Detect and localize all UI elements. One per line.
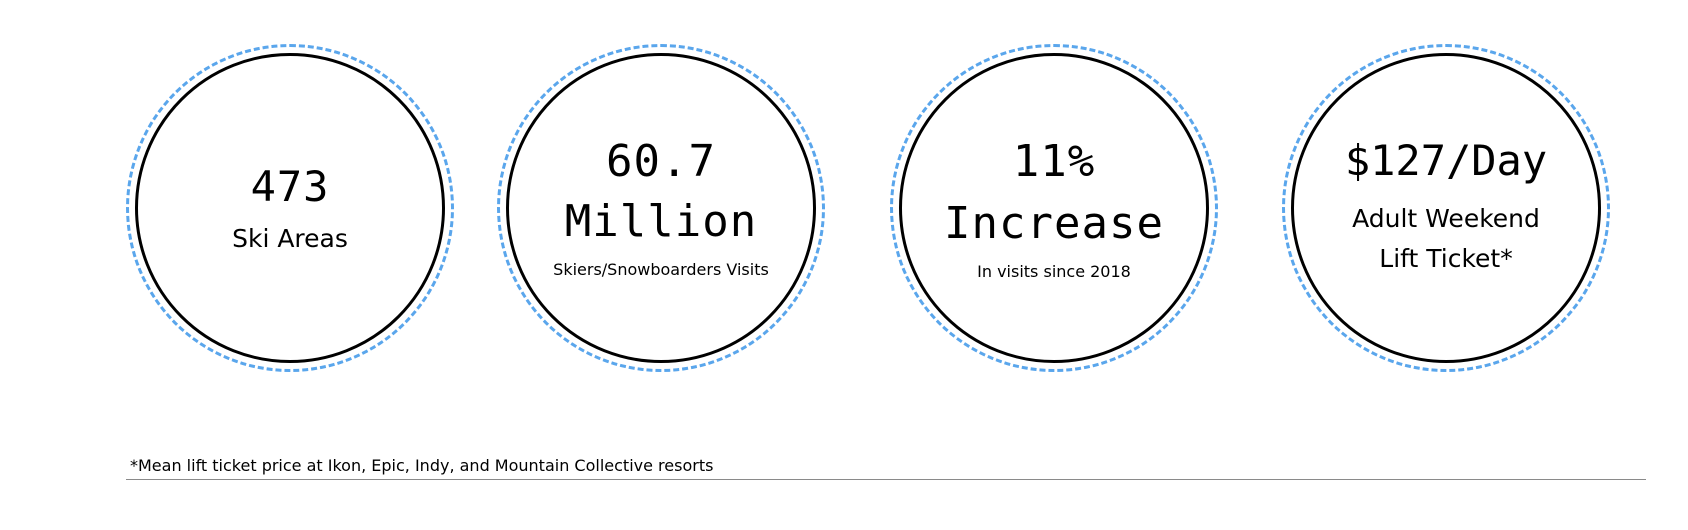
stat-value: 473 <box>250 162 330 211</box>
stat-label-line2: Lift Ticket* <box>1379 244 1513 273</box>
footnote: *Mean lift ticket price at Ikon, Epic, I… <box>130 456 714 475</box>
dashed-ring <box>1282 44 1610 372</box>
stat-increase: 11% Increase In visits since 2018 <box>890 44 1218 372</box>
stat-visits: 60.7 Million Skiers/Snowboarders Visits <box>497 44 825 372</box>
stat-label: Skiers/Snowboarders Visits <box>553 260 769 279</box>
stat-ski-areas: 473 Ski Areas <box>126 44 454 372</box>
solid-ring <box>506 53 816 363</box>
stat-value-line2: Million <box>564 196 758 247</box>
stat-label: In visits since 2018 <box>977 262 1131 281</box>
stat-value-line2: Increase <box>944 198 1164 249</box>
dashed-ring <box>126 44 454 372</box>
dashed-ring <box>890 44 1218 372</box>
stat-lift-ticket: $127/Day Adult Weekend Lift Ticket* <box>1282 44 1610 372</box>
stat-value: $127/Day <box>1344 136 1548 185</box>
stat-value-line1: 11% <box>1012 136 1096 187</box>
stat-label: Ski Areas <box>232 224 348 253</box>
dashed-ring <box>497 44 825 372</box>
solid-ring <box>899 53 1209 363</box>
stat-label-line1: Adult Weekend <box>1352 204 1540 233</box>
solid-ring <box>1291 53 1601 363</box>
solid-ring <box>135 53 445 363</box>
divider <box>126 479 1646 480</box>
stat-value-line1: 60.7 <box>606 136 716 187</box>
